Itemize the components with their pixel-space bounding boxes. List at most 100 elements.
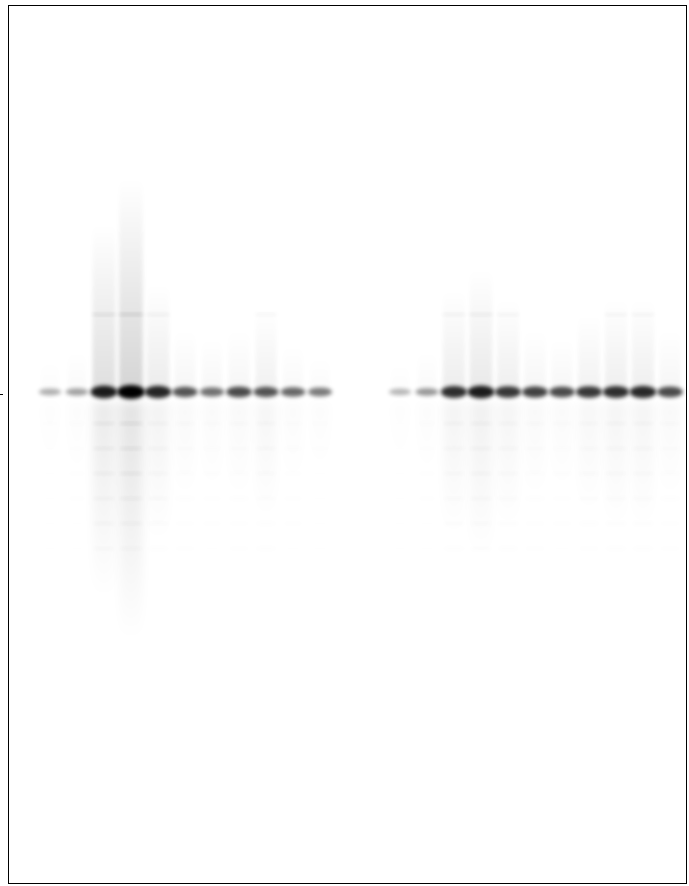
gel-lane <box>90 222 118 602</box>
upper-smear <box>604 297 628 392</box>
upper-smear <box>496 297 520 392</box>
sub-band <box>633 522 654 525</box>
sub-band <box>606 522 627 525</box>
sub-band <box>93 472 115 475</box>
right-group <box>388 267 683 560</box>
sub-band <box>418 497 435 500</box>
sub-band <box>229 497 249 500</box>
sub-band <box>69 472 86 475</box>
sub-band <box>203 472 221 475</box>
main-band <box>440 386 468 398</box>
main-band <box>549 386 575 398</box>
sub-band <box>120 497 142 500</box>
lower-smear <box>255 402 276 524</box>
sub-band <box>93 547 114 550</box>
upper-smear <box>469 267 493 392</box>
sub-band <box>148 447 169 450</box>
upper-band <box>146 313 170 316</box>
sub-band <box>444 497 465 500</box>
sub-band <box>579 447 599 450</box>
sub-band <box>418 547 435 550</box>
sub-band <box>93 522 114 525</box>
sub-band <box>606 447 627 450</box>
lower-smear <box>442 402 466 541</box>
upper-band <box>469 313 493 316</box>
sub-band <box>284 472 303 475</box>
sub-band <box>552 472 572 475</box>
main-band <box>90 385 118 399</box>
sub-band <box>392 472 408 475</box>
sub-band <box>498 422 518 425</box>
gel-lane <box>144 282 172 546</box>
lower-smear <box>391 402 409 473</box>
sub-band <box>392 522 408 525</box>
sub-band <box>525 472 545 475</box>
gel-lane <box>657 386 683 550</box>
sub-band <box>69 497 86 500</box>
sub-band <box>660 547 680 550</box>
gel-lane <box>415 348 439 550</box>
sub-band <box>229 547 249 550</box>
main-band <box>575 386 603 398</box>
sub-band <box>284 422 303 425</box>
sub-band <box>148 522 169 525</box>
main-band <box>117 385 145 399</box>
sub-band <box>284 497 303 500</box>
upper-smear <box>202 336 222 392</box>
sub-band <box>203 497 221 500</box>
sub-band <box>392 422 408 425</box>
gel-lane <box>467 267 495 560</box>
lower-smear <box>496 402 520 532</box>
gel-lane <box>307 387 333 479</box>
sub-band <box>498 497 518 500</box>
lower-smear <box>92 402 116 602</box>
sub-band <box>256 497 275 500</box>
sub-band <box>229 422 249 425</box>
sub-band <box>229 472 249 475</box>
sub-band <box>633 447 654 450</box>
sub-band <box>229 522 249 525</box>
sub-band <box>203 422 221 425</box>
sub-band <box>606 497 627 500</box>
sub-band <box>93 447 115 450</box>
sub-band <box>470 472 491 475</box>
main-band <box>388 388 412 396</box>
sub-band <box>284 522 303 525</box>
sub-band <box>470 497 491 500</box>
sub-band <box>579 497 599 500</box>
sub-band <box>660 447 680 450</box>
main-band <box>467 385 495 399</box>
sub-band <box>69 447 86 450</box>
lower-smear <box>310 402 330 479</box>
upper-smear <box>417 348 436 392</box>
sub-band <box>633 547 654 550</box>
upper-band <box>442 313 466 316</box>
gel-lane <box>199 336 225 500</box>
gel-lane <box>575 312 603 500</box>
gel-lane <box>226 386 252 550</box>
sub-band <box>418 522 435 525</box>
upper-smear <box>631 297 655 392</box>
sub-band <box>444 547 465 550</box>
upper-smear <box>68 348 87 392</box>
sub-band <box>42 472 58 475</box>
gel-lane <box>549 386 575 475</box>
sub-band <box>498 547 518 550</box>
sub-band <box>392 547 408 550</box>
sub-band <box>552 447 572 450</box>
sub-band <box>69 422 86 425</box>
gel-lane <box>38 388 62 550</box>
sub-band <box>42 547 58 550</box>
sub-band <box>120 472 142 475</box>
sub-band <box>660 522 680 525</box>
gel-lane <box>494 297 522 550</box>
lower-smear <box>659 402 681 504</box>
sub-band <box>175 522 194 525</box>
sub-band <box>606 472 627 475</box>
sub-band <box>392 447 408 450</box>
sub-band <box>579 422 599 425</box>
upper-smear <box>255 306 277 392</box>
sub-band <box>392 497 408 500</box>
main-band <box>280 387 306 397</box>
sub-band <box>418 472 435 475</box>
